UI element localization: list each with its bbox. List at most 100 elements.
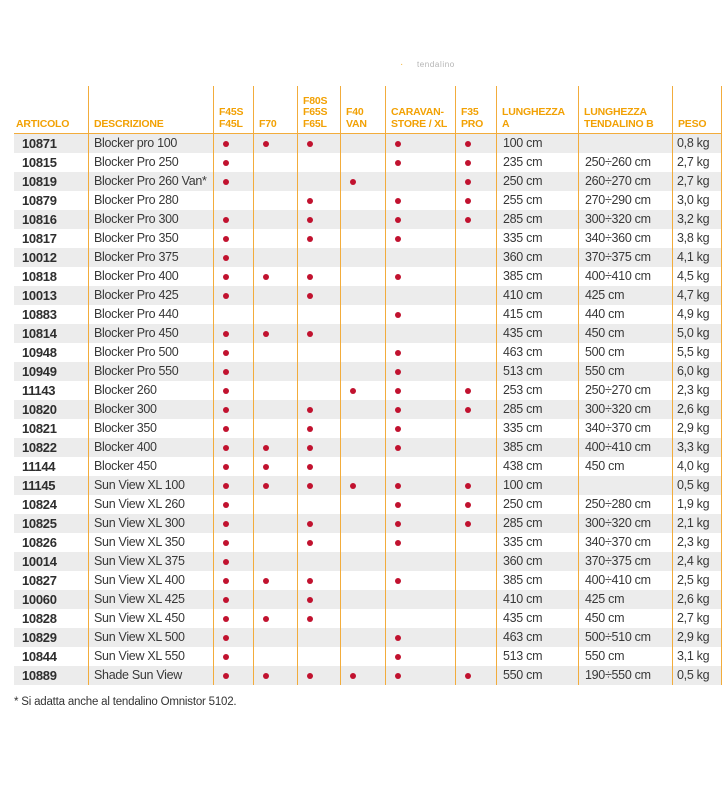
compat-dot-cell	[213, 571, 253, 590]
lunghezza-b-cell: 340÷370 cm	[578, 419, 672, 438]
peso-cell: 2,4 kg	[672, 552, 722, 571]
compat-dot-cell	[213, 153, 253, 172]
peso-cell: 3,8 kg	[672, 229, 722, 248]
compat-dot-cell	[455, 362, 496, 381]
column-header-caravanstore-xl: CARAVAN- STORE / XL	[385, 86, 455, 133]
lunghezza-a-cell: 285 cm	[496, 210, 578, 229]
compatibility-dot-icon	[307, 216, 313, 223]
compat-dot-cell	[340, 381, 385, 400]
compat-dot-cell	[253, 609, 297, 628]
descrizione-cell: Blocker Pro 450	[88, 324, 213, 343]
lunghezza-a-cell: 435 cm	[496, 324, 578, 343]
cropped-top-note: · tendalino	[400, 58, 455, 70]
compatibility-dot-icon	[223, 292, 229, 299]
compat-dot-cell	[455, 248, 496, 267]
compatibility-dot-icon	[395, 140, 401, 147]
compat-dot-cell	[455, 172, 496, 191]
compatibility-dot-icon	[307, 235, 313, 242]
compatibility-dot-icon	[395, 501, 401, 508]
compat-dot-cell	[297, 419, 340, 438]
compat-dot-cell	[340, 267, 385, 286]
column-header-f35-pro: F35 PRO	[455, 86, 496, 133]
compatibility-dot-icon	[223, 159, 229, 166]
compatibility-dot-icon	[307, 520, 313, 527]
compatibility-dot-icon	[307, 482, 313, 489]
descrizione-cell: Blocker Pro 350	[88, 229, 213, 248]
descrizione-cell: Sun View XL 500	[88, 628, 213, 647]
compat-dot-cell	[253, 172, 297, 191]
compatibility-dot-icon	[223, 482, 229, 489]
compat-dot-cell	[340, 609, 385, 628]
compatibility-dot-icon	[395, 634, 401, 641]
compat-dot-cell	[455, 571, 496, 590]
lunghezza-b-cell: 450 cm	[578, 457, 672, 476]
compatibility-dot-icon	[223, 235, 229, 242]
compat-dot-cell	[213, 381, 253, 400]
compatibility-dot-icon	[395, 216, 401, 223]
compat-dot-cell	[455, 476, 496, 495]
table-row: 10816 Blocker Pro 300 285 cm 300÷320 cm 3,2 …	[14, 210, 722, 229]
compatibility-dot-icon	[307, 539, 313, 546]
peso-cell: 0,5 kg	[672, 666, 722, 685]
descrizione-cell: Blocker Pro 375	[88, 248, 213, 267]
compat-dot-cell	[385, 590, 455, 609]
articolo-cell: 11145	[22, 478, 56, 493]
peso-cell: 3,0 kg	[672, 191, 722, 210]
compatibility-dot-icon	[263, 140, 269, 147]
articolo-cell: 10829	[22, 630, 57, 645]
compat-dot-cell	[385, 381, 455, 400]
articolo-cell: 11143	[22, 383, 56, 398]
column-header-f45s-f45l: F45S F45L	[213, 86, 253, 133]
compat-dot-cell	[297, 590, 340, 609]
articolo-cell: 10014	[22, 554, 57, 569]
compatibility-dot-icon	[263, 463, 269, 470]
lunghezza-b-cell: 425 cm	[578, 590, 672, 609]
compat-dot-cell	[455, 343, 496, 362]
compatibility-dot-icon	[395, 273, 401, 280]
compatibility-dot-icon	[307, 140, 313, 147]
compat-dot-cell	[297, 571, 340, 590]
table-row: 10828 Sun View XL 450 435 cm 450 cm 2,7 kg	[14, 609, 722, 628]
compat-dot-cell	[455, 210, 496, 229]
compat-dot-cell	[253, 514, 297, 533]
compat-dot-cell	[253, 533, 297, 552]
compat-dot-cell	[253, 495, 297, 514]
compatibility-dot-icon	[223, 425, 229, 432]
compatibility-dot-icon	[223, 596, 229, 603]
lunghezza-b-cell: 400÷410 cm	[578, 571, 672, 590]
compatibility-dot-icon	[223, 634, 229, 641]
compat-dot-cell	[340, 172, 385, 191]
compat-dot-cell	[455, 419, 496, 438]
articolo-cell: 10819	[22, 174, 57, 189]
lunghezza-a-cell: 335 cm	[496, 229, 578, 248]
lunghezza-b-cell: 250÷260 cm	[578, 153, 672, 172]
cropped-top-note-text: tendalino	[416, 60, 455, 69]
descrizione-cell: Blocker 300	[88, 400, 213, 419]
column-header-f40-van: F40 VAN	[340, 86, 385, 133]
articolo-cell: 10826	[22, 535, 57, 550]
lunghezza-a-cell: 415 cm	[496, 305, 578, 324]
peso-cell: 2,9 kg	[672, 628, 722, 647]
compatibility-dot-icon	[307, 425, 313, 432]
compat-dot-cell	[385, 628, 455, 647]
articolo-cell: 10828	[22, 611, 57, 626]
bullet-icon: ·	[400, 58, 404, 70]
lunghezza-a-cell: 285 cm	[496, 400, 578, 419]
lunghezza-a-cell: 360 cm	[496, 552, 578, 571]
lunghezza-a-cell: 435 cm	[496, 609, 578, 628]
table-row: 11145 Sun View XL 100 100 cm 0,5 kg	[14, 476, 722, 495]
descrizione-cell: Blocker Pro 400	[88, 267, 213, 286]
lunghezza-a-cell: 335 cm	[496, 419, 578, 438]
compat-dot-cell	[253, 153, 297, 172]
lunghezza-b-cell: 500÷510 cm	[578, 628, 672, 647]
compat-dot-cell	[297, 381, 340, 400]
compat-dot-cell	[213, 248, 253, 267]
compat-dot-cell	[297, 552, 340, 571]
compat-dot-cell	[297, 514, 340, 533]
compat-dot-cell	[385, 267, 455, 286]
descrizione-cell: Sun View XL 450	[88, 609, 213, 628]
compatibility-dot-icon	[350, 672, 356, 679]
table-row: 11143 Blocker 260 253 cm 250÷270 cm 2,3 kg	[14, 381, 722, 400]
table-row: 10012 Blocker Pro 375 360 cm 370÷375 cm 4,1 …	[14, 248, 722, 267]
